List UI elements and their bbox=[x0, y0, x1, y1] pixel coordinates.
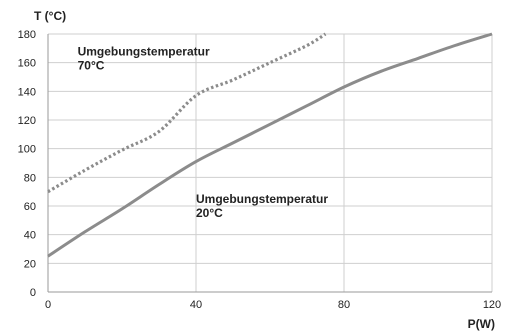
x-tick-label: 40 bbox=[190, 299, 202, 311]
y-tick-label: 40 bbox=[24, 230, 36, 242]
annotations: Umgebungstemperatur70°CUmgebungstemperat… bbox=[78, 45, 329, 221]
y-tick-label: 100 bbox=[18, 144, 36, 156]
axes bbox=[47, 34, 492, 293]
x-tick-label: 0 bbox=[45, 299, 51, 311]
y-axis-title: T (°C) bbox=[34, 9, 66, 23]
y-tick-label: 0 bbox=[30, 287, 36, 299]
y-tick-label: 120 bbox=[18, 115, 36, 127]
y-tick-label: 180 bbox=[18, 29, 36, 41]
x-tick-label: 120 bbox=[483, 299, 501, 311]
y-tick-label: 20 bbox=[24, 258, 36, 270]
x-tick-label: 80 bbox=[338, 299, 350, 311]
annotation-text: Umgebungstemperatur bbox=[196, 192, 328, 206]
annotation-text: 20°C bbox=[196, 206, 223, 220]
grid bbox=[48, 33, 493, 292]
series-line-dotted bbox=[47, 32, 327, 194]
y-tick-label: 80 bbox=[24, 172, 36, 184]
y-tick-label: 140 bbox=[18, 86, 36, 98]
series-lines bbox=[47, 32, 493, 258]
tick-labels: 0 20 40 60 80 100 120 140 160 180 0 40 80 120 bbox=[18, 29, 502, 311]
annotation-text: 70°C bbox=[78, 59, 105, 73]
series-line-solid bbox=[47, 32, 493, 258]
y-tick-label: 60 bbox=[24, 201, 36, 213]
x-axis-title: P(W) bbox=[468, 317, 495, 331]
annotation-text: Umgebungstemperatur bbox=[78, 45, 210, 59]
y-tick-label: 160 bbox=[18, 58, 36, 70]
